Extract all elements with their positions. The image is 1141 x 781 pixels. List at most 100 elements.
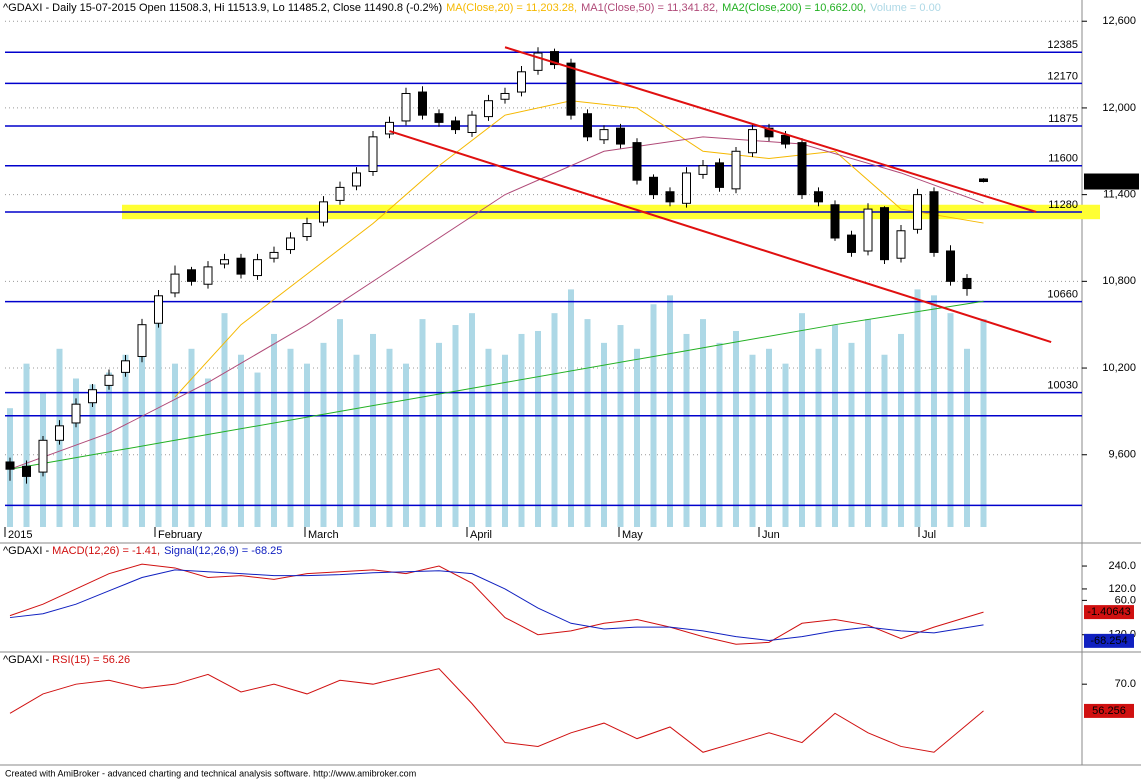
candle-body: [154, 295, 163, 324]
candle-body: [302, 223, 312, 238]
legend-entry: MA(Close,20) = 11,203.28,: [446, 2, 577, 14]
indicator-line: [9, 569, 984, 641]
candle-body: [5, 461, 15, 470]
legend-entry: MA2(Close,200) = 10,662.00,: [722, 2, 866, 14]
volume-bar: [436, 342, 442, 527]
volume-bar: [881, 354, 888, 527]
candle-body: [88, 389, 97, 404]
volume-bar: [947, 313, 954, 527]
candle-body: [236, 257, 246, 275]
candle-body: [121, 360, 130, 373]
level-label: 11875: [1048, 113, 1078, 125]
volume-bar: [155, 319, 162, 527]
level-label: 10030: [1047, 380, 1078, 392]
candle-body: [187, 269, 196, 282]
candle-body: [830, 204, 840, 239]
candle-body: [104, 374, 114, 386]
candle-body: [682, 172, 691, 204]
x-tick-label: February: [158, 529, 203, 541]
candle-body: [632, 142, 642, 181]
candle-body: [583, 113, 592, 138]
candle-body: [880, 207, 889, 261]
level-label: 11600: [1048, 153, 1078, 165]
candle-body: [946, 250, 955, 282]
candle-body: [550, 51, 559, 66]
volume-bar: [469, 313, 475, 527]
candle-body: [748, 129, 757, 154]
candle-body: [698, 165, 708, 175]
volume-bar: [749, 354, 756, 527]
y-tick-label: 12,600: [1102, 15, 1136, 27]
candle-body: [665, 191, 675, 203]
volume-bar: [73, 378, 79, 527]
candle-body: [913, 194, 922, 230]
candle-body: [137, 324, 147, 357]
candle-body: [599, 129, 609, 141]
legend-entry: MA1(Close,50) = 11,341.82,: [581, 2, 718, 14]
last-value-label: -68.254: [1090, 635, 1127, 647]
y-tick-label: 10,200: [1102, 362, 1136, 374]
last-value-box: [1084, 605, 1134, 620]
candle-body: [286, 237, 295, 251]
candle-body: [55, 425, 64, 441]
x-tick-label: Jun: [762, 529, 780, 541]
volume-bar: [782, 363, 789, 527]
volume-bar: [551, 313, 558, 527]
legend-entry: MACD(12,26) = -1.41,: [52, 545, 160, 557]
panel-header: ^GDAXI - RSI(15) = 56.26: [3, 654, 130, 666]
volume-bar: [139, 342, 145, 527]
volume-bar: [518, 333, 525, 527]
volume-bar: [89, 384, 96, 527]
volume-bar: [964, 348, 970, 527]
y-tick-label: 12,000: [1102, 102, 1136, 114]
candle-body: [715, 162, 724, 188]
candle-body: [533, 52, 543, 71]
y-tick-label: 60.0: [1115, 594, 1136, 606]
volume-bar: [254, 372, 261, 527]
candle-body: [434, 113, 444, 123]
volume-bar: [848, 342, 855, 527]
y-tick-label: 11,400: [1103, 189, 1136, 201]
volume-bar: [238, 354, 244, 527]
volume-bar: [733, 330, 739, 527]
candle-body: [319, 201, 328, 223]
x-tick-label: May: [622, 529, 643, 541]
candle-body: [467, 114, 477, 133]
last-value-box: [1084, 633, 1134, 648]
candle-body: [929, 191, 939, 253]
candle-body: [731, 150, 741, 190]
candle-body: [616, 127, 625, 145]
candle-body: [962, 277, 972, 290]
volume-bar: [931, 295, 937, 527]
volume-bar: [634, 348, 640, 527]
level-label: 12385: [1047, 39, 1078, 51]
moving-average: [9, 300, 984, 470]
candle-body: [253, 259, 262, 277]
candle-body: [418, 91, 427, 116]
x-tick-label: March: [308, 529, 339, 541]
volume-bar: [271, 333, 277, 527]
volume-bar: [683, 333, 690, 527]
volume-bar: [320, 342, 327, 527]
volume-bar: [601, 342, 607, 527]
candle-body: [649, 176, 658, 196]
volume-bar: [815, 348, 822, 527]
volume-bar: [304, 363, 310, 527]
candle-body: [451, 120, 460, 131]
volume-bar: [617, 325, 624, 527]
volume-bar: [716, 342, 723, 527]
footer: Created with AmiBroker - advanced charti…: [5, 768, 416, 778]
chart-header: ^GDAXI - Daily 15-07-2015 Open 11508.3, …: [3, 2, 941, 14]
candle-body: [335, 186, 345, 201]
y-tick-label: 120.0: [1108, 583, 1136, 595]
candle-body: [22, 465, 31, 477]
last-value-box: [1084, 703, 1134, 718]
candle-body: [797, 142, 807, 196]
level-label: 10660: [1047, 288, 1078, 300]
volume-bar: [832, 325, 838, 527]
indicator-line: [9, 563, 984, 645]
volume-bar: [980, 319, 987, 527]
volume-bar: [485, 348, 492, 527]
candle-body: [566, 62, 576, 116]
volume-bar: [898, 333, 904, 527]
